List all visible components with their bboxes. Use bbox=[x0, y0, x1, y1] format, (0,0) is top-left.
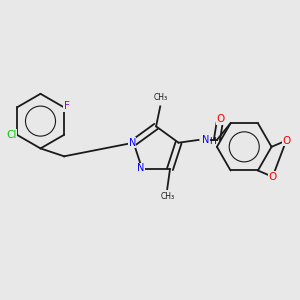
Text: N: N bbox=[202, 135, 209, 145]
Text: N: N bbox=[128, 138, 136, 148]
Text: H: H bbox=[210, 137, 216, 146]
Text: O: O bbox=[216, 114, 224, 124]
Text: O: O bbox=[268, 172, 277, 182]
Text: N: N bbox=[137, 164, 145, 173]
Text: F: F bbox=[64, 101, 70, 111]
Text: O: O bbox=[282, 136, 290, 146]
Text: CH₃: CH₃ bbox=[153, 93, 167, 102]
Text: CH₃: CH₃ bbox=[160, 192, 174, 201]
Text: Cl: Cl bbox=[6, 130, 16, 140]
